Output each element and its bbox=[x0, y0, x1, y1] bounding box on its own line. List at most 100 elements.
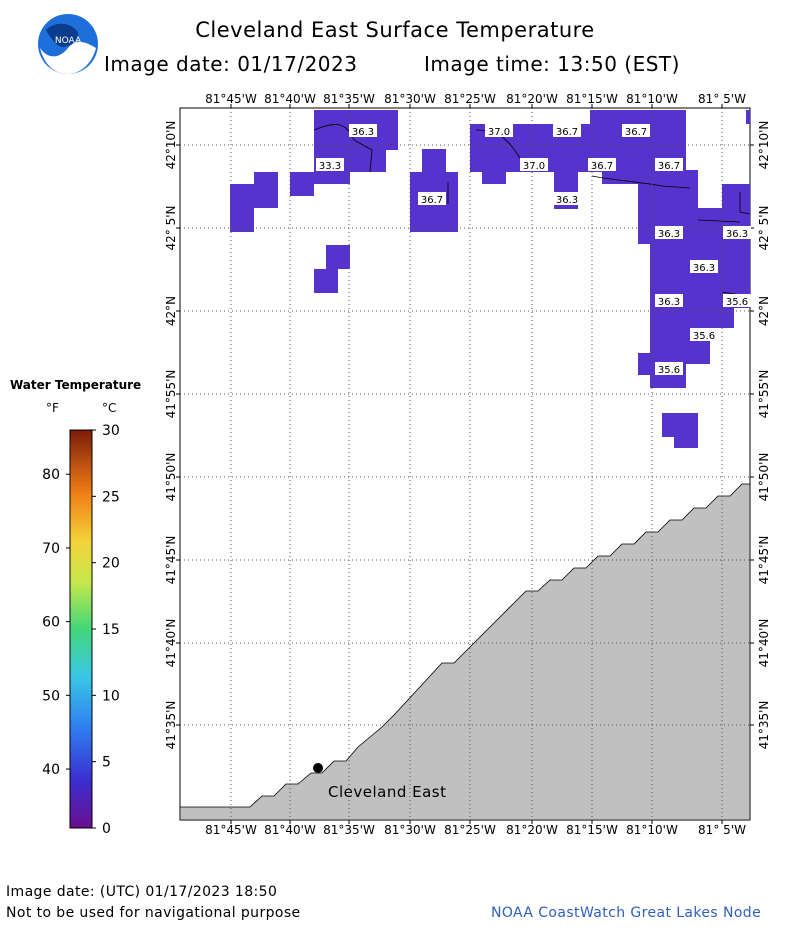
longitude-label: 81°15'W bbox=[566, 92, 618, 106]
temperature-label: 37.0 bbox=[520, 158, 548, 172]
station-label: Cleveland East bbox=[328, 783, 447, 801]
credit-link[interactable]: NOAA CoastWatch Great Lakes Node bbox=[491, 905, 762, 921]
svg-text:36.3: 36.3 bbox=[726, 229, 748, 240]
longitude-label: 81°10'W bbox=[626, 92, 678, 106]
water-cell bbox=[746, 110, 750, 124]
latitude-labels-left: 42°10'N 42° 5'N 42°N 41°55'N 41°50'N 41°45'N 4… bbox=[164, 121, 178, 750]
svg-text:36.3: 36.3 bbox=[556, 195, 578, 206]
temperature-label: 35.6 bbox=[655, 362, 683, 376]
latitude-label: 42° 5'N bbox=[757, 206, 771, 251]
longitude-label: 81°10'W bbox=[626, 823, 678, 837]
svg-text:36.7: 36.7 bbox=[421, 195, 443, 206]
disclaimer: Not to be used for navigational purpose bbox=[6, 905, 301, 921]
land-area bbox=[179, 483, 751, 821]
longitude-label: 81°45'W bbox=[205, 823, 257, 837]
longitude-label: 81°30'W bbox=[384, 823, 436, 837]
legend-label-c: 15 bbox=[102, 622, 120, 638]
longitude-label: 81°20'W bbox=[506, 823, 558, 837]
legend-label-c: 0 bbox=[102, 821, 111, 837]
latitude-label: 41°35'N bbox=[164, 701, 178, 750]
water-cell bbox=[482, 170, 506, 184]
legend-unit-c: °C bbox=[102, 401, 117, 415]
legend-label-c: 25 bbox=[102, 489, 120, 505]
latitude-label: 42° 5'N bbox=[164, 206, 178, 251]
water-cell bbox=[662, 413, 698, 437]
svg-text:36.3: 36.3 bbox=[693, 263, 715, 274]
temperature-label: 36.3 bbox=[553, 192, 581, 206]
longitude-label: 81°25'W bbox=[444, 92, 496, 106]
logo-text: NOAA bbox=[55, 36, 82, 46]
svg-text:33.3: 33.3 bbox=[319, 161, 341, 172]
legend-label-c: 5 bbox=[102, 755, 111, 771]
water-cell bbox=[650, 208, 750, 308]
temperature-label: 35.6 bbox=[723, 294, 751, 308]
latitude-label: 41°45'N bbox=[757, 536, 771, 585]
latitude-label: 41°55'N bbox=[164, 370, 178, 419]
page-title: Cleveland East Surface Temperature bbox=[195, 18, 595, 42]
longitude-label: 81° 5'W bbox=[698, 823, 746, 837]
latitude-gridlines bbox=[180, 144, 750, 726]
legend-colorbar bbox=[69, 429, 93, 829]
svg-text:37.0: 37.0 bbox=[488, 127, 510, 138]
latitude-label: 41°50'N bbox=[757, 453, 771, 502]
longitude-label: 81°45'W bbox=[205, 92, 257, 106]
temperature-label: 33.3 bbox=[316, 158, 344, 172]
station-marker[interactable] bbox=[313, 763, 323, 773]
svg-text:35.6: 35.6 bbox=[726, 297, 748, 308]
temperature-label: 35.6 bbox=[690, 328, 718, 342]
longitude-label: 81°35'W bbox=[323, 92, 375, 106]
svg-text:35.6: 35.6 bbox=[693, 331, 715, 342]
image-time: Image time: 13:50 (EST) bbox=[424, 52, 680, 76]
water-cell bbox=[314, 269, 338, 293]
axis-ticks bbox=[176, 104, 754, 824]
latitude-label: 42°10'N bbox=[757, 121, 771, 170]
water-cell bbox=[602, 170, 698, 184]
legend-label-f: 60 bbox=[42, 615, 60, 631]
latitude-label: 41°55'N bbox=[757, 370, 771, 419]
longitude-gridlines bbox=[230, 108, 723, 820]
legend-label-f: 40 bbox=[42, 762, 60, 778]
longitude-labels-bottom: 81°45'W 81°40'W 81°35'W 81°30'W 81°25'W 81°20… bbox=[205, 823, 746, 837]
image-date: Image date: 01/17/2023 bbox=[104, 52, 358, 76]
longitude-label: 81° 5'W bbox=[698, 92, 746, 106]
latitude-label: 41°45'N bbox=[164, 536, 178, 585]
water-cell bbox=[290, 172, 314, 196]
longitude-label: 81°15'W bbox=[566, 823, 618, 837]
temperature-label: 37.0 bbox=[485, 124, 513, 138]
latitude-label: 42°N bbox=[164, 296, 178, 326]
legend-label-f: 80 bbox=[42, 467, 60, 483]
legend-label-c: 20 bbox=[102, 556, 120, 572]
legend-label-f: 70 bbox=[42, 541, 60, 557]
legend-label-c: 10 bbox=[102, 688, 120, 704]
temperature-label: 36.7 bbox=[553, 124, 581, 138]
water-cell bbox=[590, 110, 686, 130]
temperature-label: 36.7 bbox=[655, 158, 683, 172]
longitude-label: 81°35'W bbox=[323, 823, 375, 837]
svg-text:37.0: 37.0 bbox=[523, 161, 545, 172]
svg-text:36.7: 36.7 bbox=[591, 161, 613, 172]
legend-label-c: 30 bbox=[102, 423, 120, 439]
temperature-label: 36.7 bbox=[622, 124, 650, 138]
water-cell bbox=[554, 170, 578, 194]
water-cell bbox=[254, 172, 278, 208]
water-cell bbox=[422, 149, 446, 173]
water-cell bbox=[230, 184, 254, 232]
temperature-label: 36.3 bbox=[655, 226, 683, 240]
latitude-label: 42°10'N bbox=[164, 121, 178, 170]
svg-text:36.3: 36.3 bbox=[658, 297, 680, 308]
svg-text:36.3: 36.3 bbox=[658, 229, 680, 240]
legend-unit-f: °F bbox=[46, 401, 59, 415]
latitude-labels-right: 42°10'N 42° 5'N 42°N 41°55'N 41°50'N 41°45'N 4… bbox=[757, 121, 771, 750]
temperature-label: 36.7 bbox=[418, 192, 446, 206]
latitude-label: 41°50'N bbox=[164, 453, 178, 502]
temperature-value-labels: 36.3 33.3 37.0 36.7 36.7 37.0 36.7 36.7 36.7 36.3… bbox=[316, 124, 751, 376]
temperature-label: 36.7 bbox=[588, 158, 616, 172]
temperature-label: 36.3 bbox=[723, 226, 751, 240]
longitude-label: 81°25'W bbox=[444, 823, 496, 837]
longitude-label: 81°40'W bbox=[264, 823, 316, 837]
svg-text:36.3: 36.3 bbox=[352, 127, 374, 138]
svg-text:36.7: 36.7 bbox=[625, 127, 647, 138]
latitude-label: 41°35'N bbox=[757, 701, 771, 750]
utc-date: Image date: (UTC) 01/17/2023 18:50 bbox=[6, 884, 278, 900]
